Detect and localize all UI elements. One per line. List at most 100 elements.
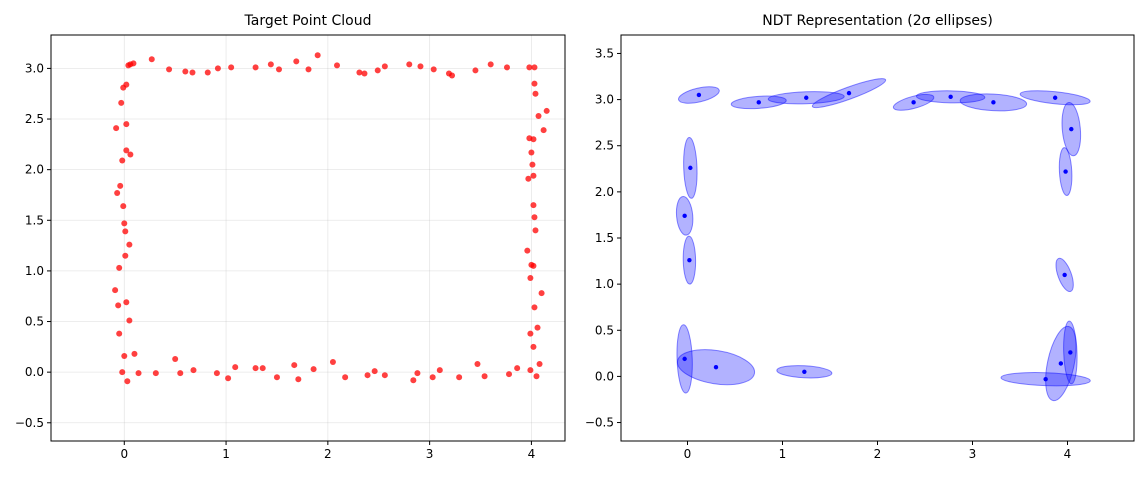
ellipse-center-point	[696, 92, 702, 98]
ellipse-center-point	[687, 257, 692, 263]
data-point	[414, 370, 421, 377]
data-point	[123, 147, 130, 154]
y-tick-label: 3.5	[595, 46, 614, 60]
data-point	[524, 247, 531, 254]
axes-frame	[50, 34, 566, 442]
data-point	[334, 62, 341, 69]
data-point	[530, 343, 537, 350]
data-point	[532, 90, 539, 97]
x-tick-label: 1	[779, 447, 787, 461]
ellipse-center-point	[1058, 361, 1064, 366]
x-tick-label: 3	[426, 447, 434, 461]
data-point	[538, 290, 545, 297]
data-point	[342, 374, 349, 381]
y-tick-label: 0.0	[595, 369, 614, 383]
ellipse-center-point	[846, 90, 852, 96]
data-point	[122, 228, 129, 235]
ellipse-center-point	[688, 165, 693, 171]
data-point	[506, 371, 513, 378]
data-point	[310, 366, 317, 373]
data-point	[232, 364, 239, 371]
data-point	[177, 370, 184, 377]
data-point	[204, 69, 211, 76]
data-point	[527, 330, 534, 337]
data-point	[514, 365, 521, 372]
data-point	[213, 370, 220, 377]
data-point	[472, 67, 479, 74]
data-point	[275, 66, 282, 73]
data-point	[526, 64, 533, 71]
data-point	[364, 372, 371, 379]
ellipse-center-point	[1068, 350, 1073, 355]
data-point	[252, 64, 259, 71]
data-point	[534, 324, 541, 331]
data-point	[503, 64, 510, 71]
x-tick-label: 2	[324, 447, 332, 461]
data-point	[259, 365, 266, 372]
y-tick-label: 3.0	[25, 61, 44, 75]
data-point	[314, 52, 321, 59]
data-point	[115, 302, 122, 309]
data-point	[381, 63, 388, 70]
ellipse-center-point	[1063, 169, 1068, 174]
data-point	[291, 362, 298, 369]
y-tick-label: −0.5	[585, 416, 614, 430]
data-point	[225, 375, 232, 382]
data-point	[116, 264, 123, 271]
y-tick-label: 1.0	[25, 264, 44, 278]
data-point	[525, 175, 532, 182]
y-tick-label: 2.5	[25, 112, 44, 126]
y-tick-label: 0.5	[25, 315, 44, 329]
y-tick-label: 2.0	[25, 163, 44, 177]
data-point	[430, 66, 437, 73]
x-tick-label: 4	[1064, 447, 1072, 461]
x-tick-label: 1	[222, 447, 230, 461]
y-tick-label: 1.5	[25, 213, 44, 227]
ellipse-center-point	[802, 369, 807, 374]
data-point	[536, 361, 543, 368]
ellipse-center-point	[991, 100, 996, 105]
data-point	[127, 151, 134, 158]
y-tick-label: 0.5	[595, 323, 614, 337]
x-tick-label: 0	[120, 447, 128, 461]
data-point	[371, 368, 378, 375]
data-point	[114, 189, 121, 196]
data-point	[531, 80, 538, 87]
data-point	[531, 214, 538, 221]
data-point	[293, 58, 300, 65]
data-point	[267, 61, 274, 68]
data-point	[356, 69, 363, 76]
data-point	[122, 252, 129, 259]
data-point	[228, 64, 235, 71]
data-point	[530, 172, 537, 179]
data-point	[429, 374, 436, 381]
data-point	[166, 66, 173, 73]
data-point	[531, 64, 538, 71]
data-point	[406, 61, 413, 68]
data-point	[123, 121, 130, 128]
data-point	[119, 157, 126, 164]
y-tick-label: −0.5	[15, 416, 44, 430]
data-point	[119, 369, 126, 376]
data-point	[172, 355, 179, 362]
data-point	[535, 112, 542, 119]
ellipse-center-point	[713, 364, 719, 370]
ellipse-center-point	[1043, 376, 1048, 382]
data-point	[529, 161, 536, 168]
data-point	[118, 99, 125, 106]
data-point	[481, 373, 488, 380]
data-point	[417, 63, 424, 70]
data-point	[113, 125, 120, 132]
data-point	[533, 373, 540, 380]
data-point	[126, 241, 133, 248]
data-point	[124, 378, 131, 385]
data-point	[152, 370, 159, 377]
x-tick-label: 0	[684, 447, 692, 461]
data-point	[527, 367, 534, 374]
y-tick-label: 3.0	[595, 93, 614, 107]
data-point	[527, 274, 534, 281]
plot-area	[621, 35, 1134, 441]
target-point-cloud-panel: 0 1 2 3 4 −0.5 0.0 0.5 1.0 1.5 2.0 2.5 3.0 Target Poi…	[15, 13, 566, 461]
x-tick-label: 4	[528, 447, 536, 461]
